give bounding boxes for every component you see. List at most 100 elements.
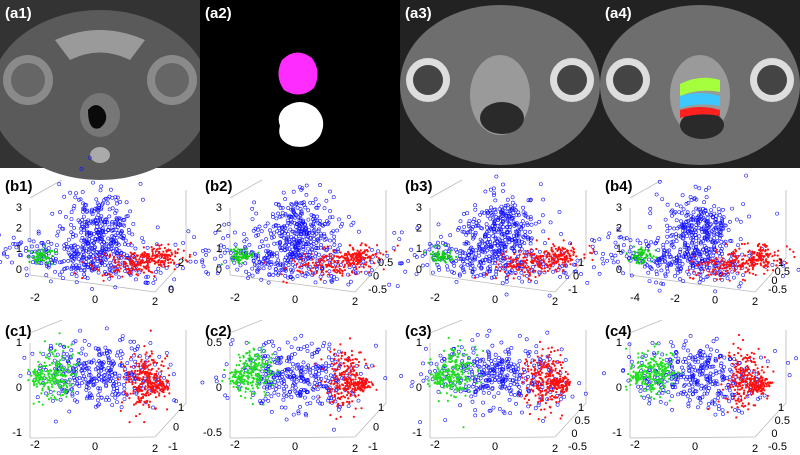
blue-point: [501, 183, 504, 186]
point: [510, 263, 512, 265]
point: [39, 369, 41, 371]
point: [751, 252, 753, 254]
x-tick-label: -2: [430, 292, 440, 304]
blue-point: [115, 228, 118, 231]
blue-point: [738, 285, 741, 288]
blue-point: [310, 342, 313, 345]
point: [52, 362, 54, 364]
point: [42, 365, 44, 367]
point: [64, 392, 66, 394]
point: [148, 377, 150, 379]
point: [536, 261, 538, 263]
blue-point: [495, 175, 498, 178]
blue-point: [315, 241, 318, 244]
blue-point: [679, 220, 682, 223]
blue-point: [647, 271, 650, 274]
point: [341, 261, 343, 263]
point: [368, 246, 370, 248]
point: [151, 353, 153, 355]
point: [303, 253, 305, 255]
point: [541, 259, 543, 261]
point: [546, 256, 548, 258]
blue-point: [284, 406, 287, 409]
blue-point: [318, 183, 321, 186]
point: [235, 251, 237, 253]
blue-point: [130, 358, 133, 361]
point: [118, 254, 120, 256]
blue-point: [75, 275, 78, 278]
point: [148, 369, 150, 371]
blue-point: [702, 201, 705, 204]
blue-point: [598, 272, 601, 275]
blue-point: [290, 346, 293, 349]
point: [130, 273, 132, 275]
point: [144, 387, 146, 389]
point: [761, 249, 763, 251]
point: [515, 258, 517, 260]
point: [144, 373, 146, 375]
point: [33, 384, 35, 386]
point: [115, 265, 117, 267]
point: [547, 270, 549, 272]
blue-point: [310, 374, 313, 377]
point: [74, 373, 76, 375]
point: [76, 364, 78, 366]
blue-point: [591, 245, 594, 248]
point: [147, 255, 149, 257]
point: [146, 257, 148, 259]
point: [647, 250, 649, 252]
point: [169, 255, 171, 257]
point: [51, 255, 53, 257]
point: [382, 253, 384, 255]
point: [144, 353, 146, 355]
point: [592, 248, 594, 250]
y-tick-label: 0: [173, 421, 179, 433]
point: [232, 260, 234, 262]
blue-point: [122, 383, 125, 386]
blue-point: [115, 401, 118, 404]
point: [36, 383, 38, 385]
blue-point: [267, 340, 270, 343]
point: [149, 258, 151, 260]
point: [57, 363, 59, 365]
point: [708, 271, 710, 273]
point: [65, 391, 67, 393]
blue-point: [310, 213, 313, 216]
point: [559, 248, 561, 250]
point: [44, 383, 46, 385]
blue-point: [108, 208, 111, 211]
point: [43, 257, 45, 259]
blue-point: [305, 193, 308, 196]
point: [62, 350, 64, 352]
blue-point: [349, 280, 352, 283]
point: [38, 401, 40, 403]
point: [566, 249, 568, 251]
blue-point: [80, 231, 83, 234]
point: [130, 366, 132, 368]
blue-point: [679, 248, 682, 251]
point: [319, 258, 321, 260]
blue-point: [668, 226, 671, 229]
blue-point: [713, 236, 716, 239]
point: [48, 376, 50, 378]
blue-point: [598, 238, 601, 241]
point: [727, 270, 729, 272]
blue-point: [73, 226, 76, 229]
blue-point: [489, 217, 492, 220]
point: [137, 254, 139, 256]
point: [754, 251, 756, 253]
axis-line: [630, 275, 755, 292]
point: [146, 380, 148, 382]
blue-point: [356, 271, 359, 274]
point: [527, 266, 529, 268]
point: [148, 266, 150, 268]
blue-point: [214, 257, 217, 260]
blue-point: [70, 211, 73, 214]
blue-point: [502, 226, 505, 229]
point: [63, 345, 65, 347]
point: [133, 376, 135, 378]
blue-point: [276, 230, 279, 233]
blue-point: [95, 198, 98, 201]
point: [376, 244, 378, 246]
point: [538, 261, 540, 263]
